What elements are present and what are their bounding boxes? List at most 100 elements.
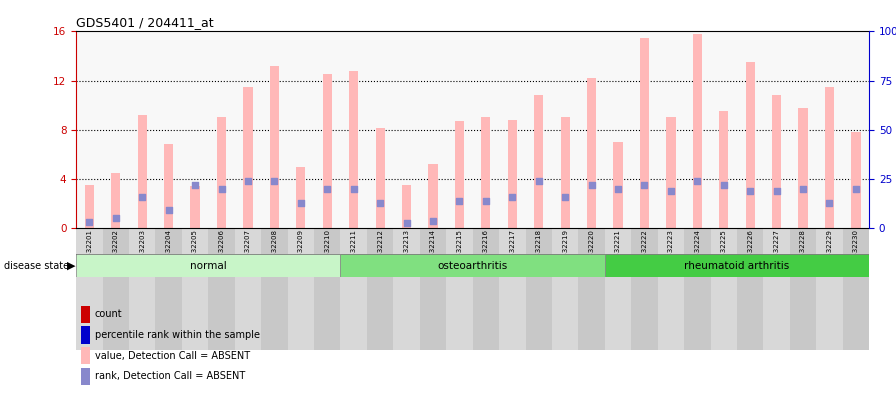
- Bar: [76, 254, 340, 277]
- Bar: [209, 228, 235, 350]
- Bar: [605, 254, 869, 277]
- Text: percentile rank within the sample: percentile rank within the sample: [95, 330, 260, 340]
- Bar: [508, 120, 517, 228]
- Point: [347, 185, 361, 192]
- Bar: [244, 87, 253, 228]
- Bar: [81, 306, 90, 323]
- Point: [294, 200, 308, 207]
- Bar: [85, 185, 94, 228]
- Point: [505, 194, 520, 200]
- Text: rheumatoid arthritis: rheumatoid arthritis: [685, 261, 789, 271]
- Bar: [235, 228, 262, 350]
- Text: osteoarthritis: osteoarthritis: [437, 261, 508, 271]
- Bar: [349, 71, 358, 228]
- Bar: [323, 74, 332, 228]
- Text: rank, Detection Call = ABSENT: rank, Detection Call = ABSENT: [95, 371, 246, 382]
- Bar: [843, 228, 869, 350]
- Text: disease state: disease state: [4, 261, 70, 271]
- Point: [717, 182, 731, 188]
- Bar: [103, 228, 129, 350]
- Bar: [129, 228, 156, 350]
- Point: [558, 194, 573, 200]
- Bar: [182, 228, 209, 350]
- Point: [188, 182, 202, 188]
- Point: [426, 217, 440, 224]
- Bar: [526, 228, 552, 350]
- Bar: [719, 111, 728, 228]
- Point: [320, 185, 334, 192]
- Point: [584, 182, 599, 188]
- Bar: [191, 186, 200, 228]
- Bar: [790, 228, 816, 350]
- Bar: [455, 121, 464, 228]
- Bar: [393, 228, 420, 350]
- Bar: [825, 87, 834, 228]
- Text: GDS5401 / 204411_at: GDS5401 / 204411_at: [76, 16, 214, 29]
- Text: value, Detection Call = ABSENT: value, Detection Call = ABSENT: [95, 351, 250, 361]
- Bar: [81, 347, 90, 364]
- Bar: [851, 132, 860, 228]
- Bar: [420, 228, 446, 350]
- Bar: [138, 115, 147, 228]
- Bar: [534, 95, 543, 228]
- Point: [373, 200, 387, 207]
- Bar: [772, 95, 781, 228]
- Bar: [76, 228, 102, 350]
- Bar: [561, 118, 570, 228]
- Point: [135, 194, 150, 200]
- Bar: [658, 228, 685, 350]
- Bar: [340, 254, 605, 277]
- Bar: [270, 66, 279, 228]
- Bar: [375, 129, 384, 228]
- Point: [478, 198, 493, 204]
- Bar: [340, 228, 367, 350]
- Bar: [798, 108, 807, 228]
- Bar: [156, 228, 182, 350]
- Bar: [816, 228, 843, 350]
- Bar: [81, 368, 90, 385]
- Point: [452, 198, 467, 204]
- Bar: [217, 118, 226, 228]
- Point: [743, 188, 757, 194]
- Bar: [446, 228, 473, 350]
- Bar: [667, 118, 676, 228]
- Point: [823, 200, 837, 207]
- Point: [161, 206, 176, 213]
- Point: [241, 178, 255, 184]
- Bar: [693, 34, 702, 228]
- Bar: [614, 142, 623, 228]
- Bar: [685, 228, 711, 350]
- Bar: [314, 228, 340, 350]
- Point: [637, 182, 651, 188]
- Point: [214, 185, 228, 192]
- Bar: [111, 173, 120, 228]
- Bar: [81, 326, 90, 343]
- Bar: [473, 228, 499, 350]
- Bar: [605, 228, 632, 350]
- Point: [400, 220, 414, 226]
- Point: [690, 178, 704, 184]
- Bar: [745, 62, 754, 228]
- Bar: [481, 118, 490, 228]
- Text: ▶: ▶: [67, 261, 75, 271]
- Bar: [632, 228, 658, 350]
- Bar: [288, 228, 314, 350]
- Text: count: count: [95, 309, 123, 319]
- Point: [611, 185, 625, 192]
- Bar: [587, 78, 596, 228]
- Bar: [737, 228, 763, 350]
- Bar: [297, 167, 306, 228]
- Bar: [640, 38, 649, 228]
- Bar: [402, 185, 411, 228]
- Point: [108, 215, 123, 221]
- Bar: [763, 228, 790, 350]
- Bar: [428, 164, 437, 228]
- Bar: [164, 144, 173, 228]
- Point: [770, 188, 784, 194]
- Bar: [552, 228, 579, 350]
- Point: [796, 185, 810, 192]
- Bar: [262, 228, 288, 350]
- Point: [849, 185, 863, 192]
- Point: [82, 219, 97, 225]
- Point: [267, 178, 281, 184]
